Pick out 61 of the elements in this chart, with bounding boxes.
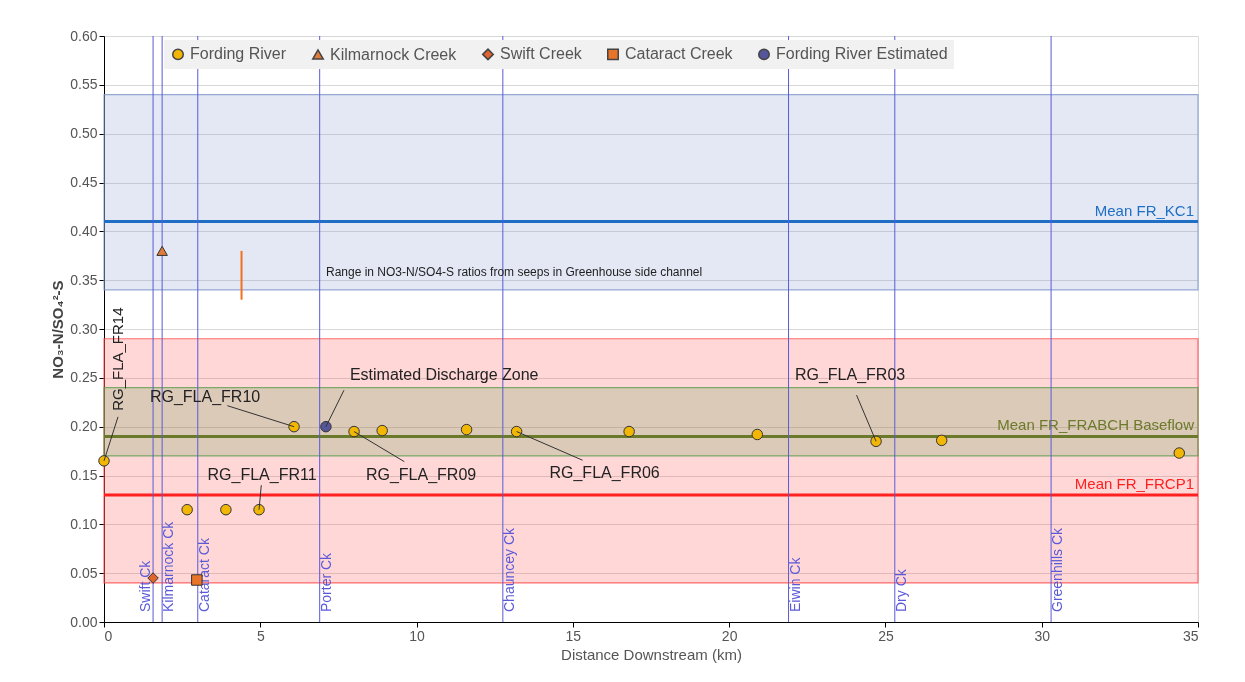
y-tick-label: 0.45 (70, 174, 98, 190)
x-tick-label: 25 (878, 627, 894, 644)
y-tick-label: 0.35 (70, 271, 98, 288)
y-tick-label: 0.00 (70, 613, 98, 630)
x-tick-label: 10 (409, 627, 426, 644)
legend-label: Cataract Creek (625, 45, 734, 63)
ref-line-label: Eiwin Ck (786, 556, 803, 612)
x-tick-label: 15 (565, 627, 582, 644)
y-tick-label: 0.30 (70, 320, 98, 337)
legend-label: Fording River Estimated (776, 45, 948, 63)
point (288, 420, 300, 433)
legend-label: Fording River (190, 45, 287, 63)
ref-line-label: Cataract Ck (195, 537, 212, 612)
point (181, 503, 193, 516)
point (156, 245, 168, 256)
legend-label: Kilmarnock Creek (330, 45, 458, 63)
point (348, 425, 360, 438)
ref-line-label: Mean FR_FRABCH Baseflow (997, 416, 1195, 434)
point (623, 425, 635, 438)
x-tick-label: 5 (256, 627, 265, 644)
y-tick-label: 0.20 (70, 418, 98, 435)
y-tick-label: 0.60 (70, 27, 98, 44)
annotation: RG_FLA_FR10 (149, 387, 261, 406)
y-tick-label: 0.55 (70, 76, 98, 93)
point (751, 428, 764, 441)
ref-line-label: Dry Ck (892, 568, 909, 612)
ref-line-label: Kilmarnock Ck (160, 520, 177, 612)
annotation: Estimated Discharge Zone (349, 365, 539, 383)
ref-line-label: Swift Ck (137, 559, 154, 612)
annotation: RG_FLA_FR09 (365, 465, 477, 484)
y-tick-label: 0.05 (70, 564, 98, 581)
x-tick-label: 0 (104, 627, 113, 644)
legend-label: Swift Creek (500, 45, 583, 63)
y-tick-label: 0.40 (70, 222, 98, 239)
y-tick-label: 0.10 (70, 515, 98, 532)
x-tick-label: 35 (1182, 627, 1199, 644)
ref-line-label: Greenhills Ck (1049, 526, 1066, 612)
annotation: Range in NO3-N/SO4-S ratios from seeps in Greenhouse side channel (326, 265, 703, 279)
x-tick-label: 30 (1034, 627, 1051, 644)
annotation: RG_FLA_FR03 (794, 366, 906, 385)
y-axis-title: NO₃-N/SO₄²-S (49, 280, 67, 379)
ref-line-label: Porter Ck (317, 551, 334, 612)
point (376, 424, 388, 437)
y-tick-label: 0.25 (70, 369, 98, 386)
point (935, 434, 948, 447)
point (320, 420, 332, 433)
point (220, 503, 232, 516)
ref-line-label: Mean FR_KC1 (1094, 201, 1194, 219)
point (870, 435, 882, 448)
x-axis-title: Distance Downstream (km) (561, 645, 742, 663)
point (1173, 447, 1185, 459)
ref-line-label: Chauncey Ck (500, 526, 517, 612)
point (510, 425, 523, 438)
point (460, 423, 473, 436)
ref-line-label: Mean FR_FRCP1 (1074, 475, 1194, 493)
y-tick-label: 0.15 (70, 467, 98, 483)
annotation: RG_FLA_FR06 (549, 463, 660, 482)
x-tick-label: 20 (721, 627, 738, 644)
annotation: RG_FLA_FR11 (207, 465, 317, 484)
annotation: RG_FLA_FR14 (109, 307, 126, 411)
y-tick-label: 0.50 (70, 125, 98, 142)
